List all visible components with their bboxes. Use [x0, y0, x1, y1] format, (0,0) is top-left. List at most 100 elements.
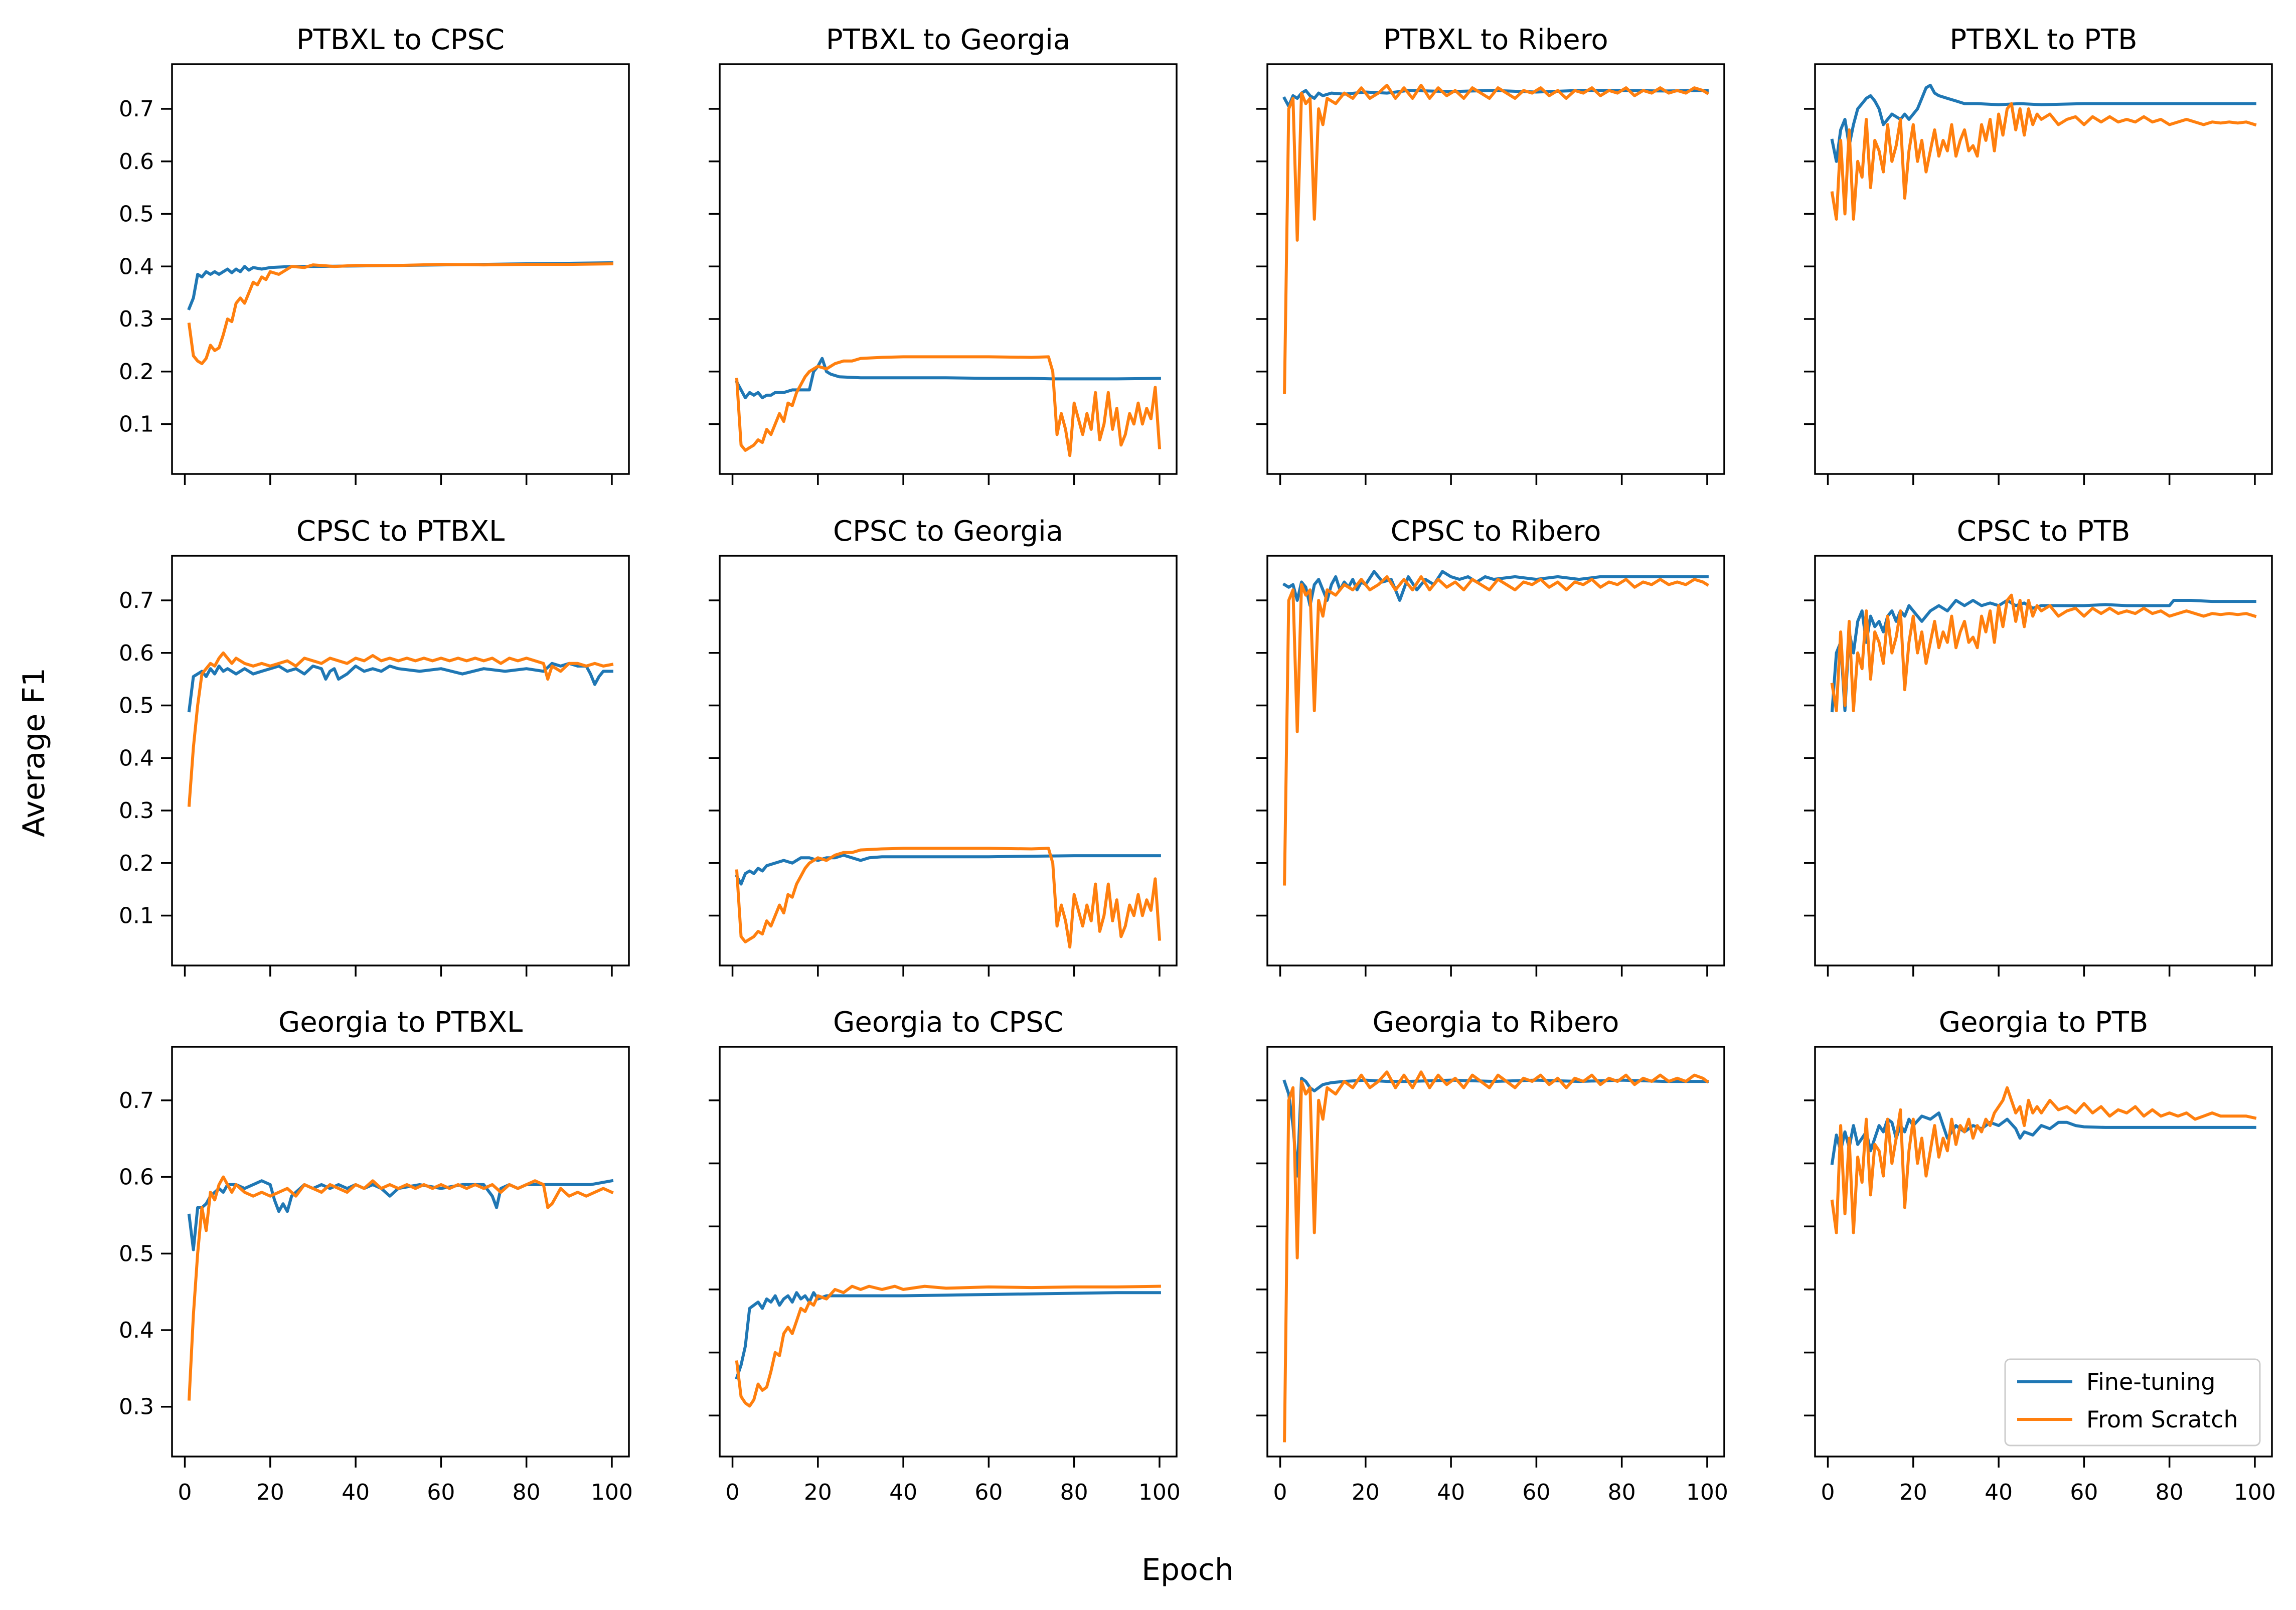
panel-ptbxl-to-ribero: PTBXL to Ribero	[1256, 24, 1725, 485]
series-line-from-scratch	[187, 262, 613, 365]
y-tick-label: 0.2	[119, 851, 154, 876]
panel-title: CPSC to PTBXL	[296, 515, 505, 548]
plot-frame	[1266, 555, 1725, 967]
plot-frame	[1266, 1046, 1725, 1458]
panel-title: Georgia to Ribero	[1373, 1006, 1619, 1039]
panel-title: CPSC to PTB	[1957, 515, 2130, 548]
series-line-fine-tuning	[1282, 570, 1709, 607]
series-line-from-scratch	[1830, 1086, 2257, 1234]
y-tick-label: 0.3	[119, 1394, 154, 1420]
plot-frame	[1814, 555, 2273, 967]
y-tick-label: 0.7	[119, 1088, 154, 1113]
x-tick-label: 100	[1686, 1480, 1728, 1505]
x-tick-label: 0	[178, 1480, 192, 1505]
x-tick-label: 40	[1985, 1480, 2013, 1505]
series-line-fine-tuning	[187, 662, 613, 713]
panel-title: PTBXL to Ribero	[1383, 24, 1608, 56]
panel-title: PTBXL to PTB	[1949, 24, 2137, 56]
panel-title: Georgia to PTBXL	[278, 1006, 523, 1039]
plot-frame	[719, 555, 1178, 967]
y-tick-label: 0.5	[119, 693, 154, 719]
x-tick-label: 100	[2234, 1480, 2276, 1505]
series-line-fine-tuning	[735, 1291, 1161, 1380]
panel-cpsc-to-ribero: CPSC to Ribero	[1256, 515, 1725, 977]
x-tick-label: 60	[1522, 1480, 1550, 1505]
y-tick-label: 0.1	[119, 411, 154, 437]
series-line-from-scratch	[1283, 83, 1710, 394]
panel-title: PTBXL to CPSC	[296, 24, 505, 56]
x-tick-label: 20	[1352, 1480, 1380, 1505]
x-tick-label: 60	[2070, 1480, 2098, 1505]
series-line-from-scratch	[1283, 575, 1710, 886]
legend-label-from-scratch: From Scratch	[2086, 1406, 2238, 1433]
x-tick-label: 0	[1273, 1480, 1287, 1505]
y-tick-label: 0.6	[119, 640, 154, 666]
panel-ptbxl-to-georgia: PTBXL to Georgia	[709, 24, 1178, 485]
plot-frame	[719, 63, 1178, 475]
panel-georgia-to-ptb: Georgia to PTB 0 20 40 60 80 100	[1804, 1006, 2276, 1505]
y-tick-label: 0.2	[119, 359, 154, 385]
panel-cpsc-to-ptbxl: CPSC to PTBXL 0.1 0.2 0.3 0.4 0.5 0.6 0.7	[119, 515, 630, 977]
x-tick-label: 40	[889, 1480, 917, 1505]
y-tick-label: 0.5	[119, 202, 154, 227]
x-axis-label: Epoch	[1141, 1552, 1234, 1587]
x-tick-label: 0	[726, 1480, 740, 1505]
x-tick-label: 80	[2156, 1480, 2184, 1505]
plot-frame	[1814, 1046, 2273, 1458]
x-tick-label: 100	[591, 1480, 633, 1505]
panel-cpsc-to-ptb: CPSC to PTB	[1804, 515, 2273, 977]
legend: Fine-tuning From Scratch	[2004, 1358, 2261, 1446]
y-tick-label: 0.1	[119, 903, 154, 928]
y-tick-label: 0.5	[119, 1241, 154, 1266]
panel-ptbxl-to-cpsc: PTBXL to CPSC 0.1 0.2 0.3 0.4 0.5 0.6 0.7	[119, 24, 630, 485]
y-tick-label: 0.6	[119, 149, 154, 175]
x-tick-label: 60	[974, 1480, 1003, 1505]
x-tick-label: 0	[1821, 1480, 1835, 1505]
plot-frame	[171, 63, 630, 475]
series-line-from-scratch	[187, 1175, 614, 1401]
x-tick-label: 20	[804, 1480, 832, 1505]
x-tick-label: 40	[342, 1480, 370, 1505]
x-tick-label: 100	[1138, 1480, 1181, 1505]
series-line-from-scratch	[187, 651, 614, 807]
y-tick-label: 0.6	[119, 1165, 154, 1190]
y-tick-label: 0.3	[119, 798, 154, 824]
y-tick-label: 0.3	[119, 306, 154, 332]
x-tick-label: 60	[427, 1480, 455, 1505]
plot-frame	[171, 555, 630, 967]
series-line-fine-tuning	[735, 357, 1161, 400]
y-tick-label: 0.4	[119, 254, 154, 279]
panel-georgia-to-cpsc: Georgia to CPSC 0 20 40 60 80 100	[709, 1006, 1181, 1505]
y-tick-label: 0.4	[119, 745, 154, 771]
x-tick-label: 20	[256, 1480, 284, 1505]
x-tick-label: 80	[1608, 1480, 1636, 1505]
series-line-from-scratch	[735, 1284, 1161, 1408]
x-tick-label: 40	[1437, 1480, 1465, 1505]
series-line-fine-tuning	[1282, 1076, 1709, 1178]
plot-frame	[719, 1046, 1178, 1458]
panel-georgia-to-ribero: Georgia to Ribero 0 20 40 60 80 100	[1256, 1006, 1728, 1505]
y-axis-label: Average F1	[17, 668, 52, 837]
plot-frame	[171, 1046, 630, 1458]
series-line-from-scratch	[1830, 102, 2257, 221]
legend-label-fine-tuning: Fine-tuning	[2086, 1368, 2215, 1395]
x-tick-label: 80	[1060, 1480, 1088, 1505]
panel-title: Georgia to PTB	[1939, 1006, 2149, 1039]
panel-georgia-to-ptbxl: Georgia to PTBXL 0.3 0.4 0.5 0.6 0.7 0 20 40 60 80…	[119, 1006, 633, 1505]
x-tick-label: 80	[513, 1480, 541, 1505]
panel-title: CPSC to Georgia	[833, 515, 1063, 548]
panel-title: Georgia to CPSC	[833, 1006, 1063, 1039]
series-line-fine-tuning	[1830, 83, 2256, 163]
panel-cpsc-to-georgia: CPSC to Georgia	[709, 515, 1178, 977]
panel-ptbxl-to-ptb: PTBXL to PTB	[1804, 24, 2273, 485]
series-line-from-scratch	[735, 355, 1162, 457]
panel-title: CPSC to Ribero	[1391, 515, 1601, 548]
series-line-from-scratch	[1283, 1070, 1710, 1442]
series-line-fine-tuning	[187, 1179, 614, 1251]
x-tick-label: 20	[1899, 1480, 1927, 1505]
y-tick-label: 0.7	[119, 96, 154, 122]
panels: PTBXL to CPSC0.10.20.30.40.50.60.7PTBXL …	[119, 24, 2276, 1505]
series-line-from-scratch	[1830, 593, 2257, 712]
series-line-from-scratch	[735, 847, 1162, 949]
